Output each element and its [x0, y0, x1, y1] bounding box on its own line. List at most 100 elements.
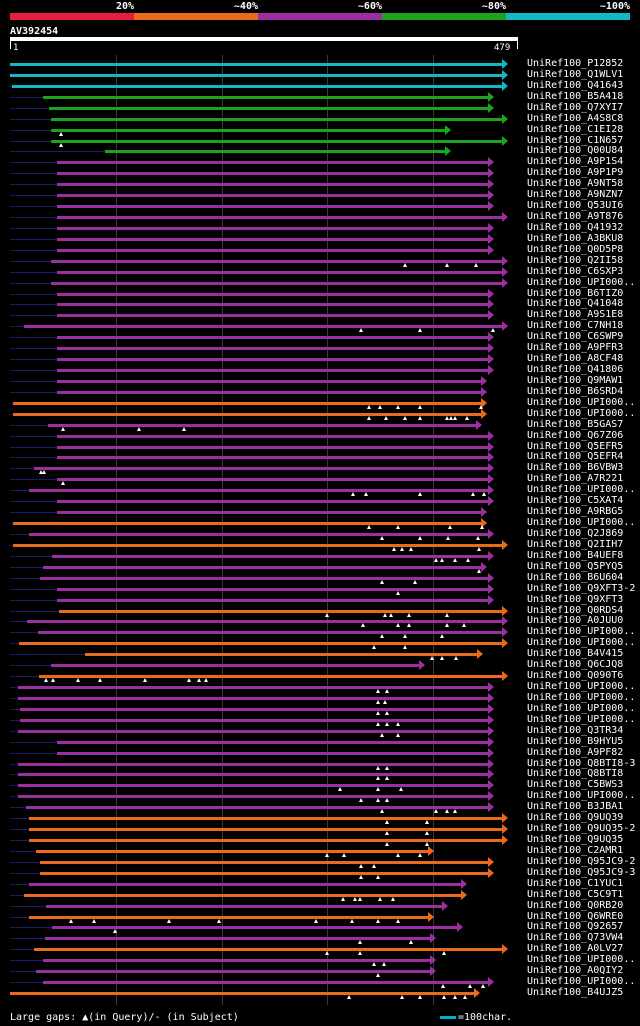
hit-row[interactable]: UniRef100_Q41932 — [0, 222, 640, 234]
hit-row[interactable]: UniRef100_C5XAT4 — [0, 495, 640, 507]
hit-bar[interactable] — [56, 336, 489, 340]
hit-label[interactable]: UniRef100_C1N657 — [527, 134, 624, 146]
hit-row[interactable]: UniRef100_Q8BTI8 — [0, 768, 640, 781]
hit-bar[interactable] — [18, 773, 489, 777]
hit-row[interactable]: UniRef100_B5A418 — [0, 90, 640, 103]
hit-bar[interactable] — [56, 161, 489, 165]
hit-row[interactable]: UniRef100_UPI000.. — [0, 954, 640, 967]
hit-row[interactable]: UniRef100_B6U604 — [0, 572, 640, 584]
hit-bar[interactable] — [18, 795, 489, 799]
hit-label[interactable]: UniRef100_Q9XFT3 — [527, 593, 624, 605]
hit-label[interactable]: UniRef100_A9P1P9 — [527, 167, 624, 179]
hit-bar[interactable] — [23, 893, 462, 897]
hit-label[interactable]: UniRef100_UPI000.. — [527, 691, 636, 703]
hit-bar[interactable] — [56, 303, 489, 307]
hit-label[interactable]: UniRef100_B6VBW3 — [527, 462, 624, 474]
hit-label[interactable]: UniRef100_Q00U84 — [527, 145, 624, 157]
hit-row[interactable]: UniRef100_C2AMR1 — [0, 845, 640, 857]
hit-bar[interactable] — [46, 904, 442, 908]
hit-row[interactable]: UniRef100_B6VBW3 — [0, 462, 640, 475]
hit-bar[interactable] — [36, 849, 428, 853]
hit-label[interactable]: UniRef100_A9P1S4 — [527, 156, 624, 168]
hit-row[interactable]: UniRef100_B4UJZ5 — [0, 987, 640, 1000]
hit-label[interactable]: UniRef100_Q9UQ39 — [527, 812, 624, 824]
hit-label[interactable]: UniRef100_A9NZN7 — [527, 189, 624, 201]
hit-bar[interactable] — [28, 828, 502, 832]
hit-label[interactable]: UniRef100_Q5EFR4 — [527, 451, 624, 463]
hit-label[interactable]: UniRef100_P12852 — [527, 58, 624, 69]
hit-row[interactable]: UniRef100_Q00U84 — [0, 145, 640, 157]
hit-bar[interactable] — [56, 390, 482, 394]
hit-label[interactable]: UniRef100_Q2IIH7 — [527, 538, 624, 550]
hit-label[interactable]: UniRef100_B6SRD4 — [527, 385, 624, 397]
hit-label[interactable]: UniRef100_C6SXP3 — [527, 265, 624, 277]
hit-label[interactable]: UniRef100_A0QIY2 — [527, 965, 624, 977]
hit-label[interactable]: UniRef100_A9PF82 — [527, 746, 624, 758]
hit-bar[interactable] — [104, 150, 445, 154]
hit-bar[interactable] — [13, 412, 482, 416]
hit-label[interactable]: UniRef100_UPI000.. — [527, 976, 636, 988]
hit-row[interactable]: UniRef100_Q9UQ35-2 — [0, 823, 640, 836]
hit-bar[interactable] — [56, 740, 489, 744]
hit-label[interactable]: UniRef100_UPI000.. — [527, 276, 636, 288]
hit-row[interactable]: UniRef100_A4S8C8 — [0, 112, 640, 125]
hit-label[interactable]: UniRef100_B5A418 — [527, 90, 624, 102]
hit-bar[interactable] — [56, 248, 489, 252]
hit-label[interactable]: UniRef100_A9NT58 — [527, 178, 624, 190]
hit-row[interactable]: UniRef100_C1EI28 — [0, 123, 640, 136]
hit-row[interactable]: UniRef100_UPI000.. — [0, 976, 640, 989]
hit-row[interactable]: UniRef100_B3JBA1 — [0, 801, 640, 814]
hit-row[interactable]: UniRef100_A9P1S4 — [0, 156, 640, 168]
hit-bar[interactable] — [13, 401, 482, 405]
hit-row[interactable]: UniRef100_B6SRD4 — [0, 385, 640, 398]
hit-label[interactable]: UniRef100_Q41806 — [527, 364, 624, 376]
hit-row[interactable]: UniRef100_Q53UI6 — [0, 200, 640, 212]
hit-row[interactable]: UniRef100_UPI000.. — [0, 276, 640, 289]
hit-bar[interactable] — [18, 784, 489, 788]
hit-label[interactable]: UniRef100_Q9XFT3-2 — [527, 582, 636, 594]
hit-label[interactable]: UniRef100_A0JUU0 — [527, 615, 624, 627]
hit-label[interactable]: UniRef100_Q0D5P8 — [527, 243, 624, 255]
hit-label[interactable]: UniRef100_Q92657 — [527, 921, 624, 933]
hit-bar[interactable] — [10, 992, 474, 996]
hit-row[interactable]: UniRef100_B4UEF8 — [0, 550, 640, 562]
hit-label[interactable]: UniRef100_C7NH18 — [527, 320, 624, 332]
hit-row[interactable]: UniRef100_UPI000.. — [0, 517, 640, 530]
hit-row[interactable]: UniRef100_A9PF82 — [0, 746, 640, 759]
hit-bar[interactable] — [56, 205, 489, 209]
hit-bar[interactable] — [56, 237, 489, 241]
hit-row[interactable]: UniRef100_A0JUU0 — [0, 615, 640, 628]
hit-label[interactable]: UniRef100_UPI000.. — [527, 396, 636, 408]
hit-bar[interactable] — [18, 729, 489, 733]
hit-label[interactable]: UniRef100_Q0RDS4 — [527, 604, 624, 616]
hit-row[interactable]: UniRef100_Q090T6 — [0, 670, 640, 683]
hit-row[interactable]: UniRef100_Q5PYQ5 — [0, 561, 640, 573]
hit-bar[interactable] — [40, 871, 489, 875]
hit-row[interactable]: UniRef100_C1YUC1 — [0, 878, 640, 890]
hit-label[interactable]: UniRef100_C1EI28 — [527, 123, 624, 135]
hit-label[interactable]: UniRef100_B9HYU5 — [527, 735, 624, 747]
hit-row[interactable]: UniRef100_UPI000.. — [0, 691, 640, 704]
hit-label[interactable]: UniRef100_Q8BTI8 — [527, 768, 624, 780]
hit-bar[interactable] — [26, 620, 502, 624]
hit-row[interactable]: UniRef100_Q0RDS4 — [0, 604, 640, 617]
hit-bar[interactable] — [18, 762, 489, 766]
hit-label[interactable]: UniRef100_UPI000.. — [527, 637, 636, 649]
hit-label[interactable]: UniRef100_Q5EFR5 — [527, 440, 624, 452]
hit-row[interactable]: UniRef100_Q9MAW1 — [0, 374, 640, 387]
hit-bar[interactable] — [13, 522, 482, 526]
hit-label[interactable]: UniRef100_Q41643 — [527, 79, 624, 91]
hit-label[interactable]: UniRef100_UPI000.. — [527, 517, 636, 529]
hit-label[interactable]: UniRef100_Q67Z06 — [527, 429, 624, 441]
hit-label[interactable]: UniRef100_C6SWP9 — [527, 331, 624, 343]
hit-label[interactable]: UniRef100_Q9MAW1 — [527, 374, 624, 386]
hit-label[interactable]: UniRef100_A4S8C8 — [527, 112, 624, 124]
hit-row[interactable]: UniRef100_A0QIY2 — [0, 965, 640, 978]
hit-label[interactable]: UniRef100_C5BWS3 — [527, 779, 624, 791]
hit-row[interactable]: UniRef100_C6SWP9 — [0, 331, 640, 343]
hit-row[interactable]: UniRef100_B6TIZ0 — [0, 288, 640, 300]
hit-bar[interactable] — [56, 456, 489, 460]
hit-row[interactable]: UniRef100_A7R221 — [0, 473, 640, 486]
hit-label[interactable]: UniRef100_A3BKU8 — [527, 232, 624, 244]
hit-row[interactable]: UniRef100_Q1WLV1 — [0, 69, 640, 81]
